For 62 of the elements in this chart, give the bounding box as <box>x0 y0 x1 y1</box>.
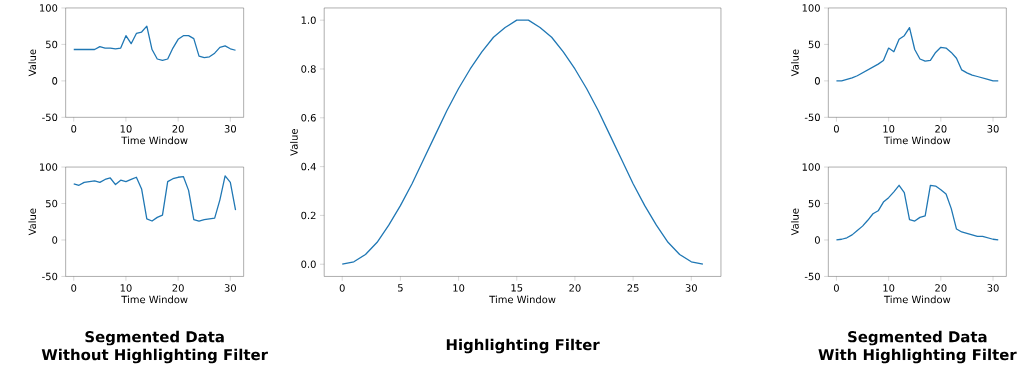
y-tick-label: 100 <box>802 4 820 12</box>
y-tick-label: 50 <box>46 40 58 49</box>
x-tick-label: 20 <box>935 284 947 292</box>
x-tick-label: 10 <box>120 284 132 292</box>
y-tick-label: 100 <box>40 4 58 12</box>
text: Segmented Data <box>85 330 224 346</box>
y-tick-label: 0.6 <box>301 114 316 122</box>
y-tick-label: 1.0 <box>301 16 316 24</box>
y-tick-label: 0 <box>52 77 58 85</box>
y-axis-title: Value <box>28 208 37 236</box>
x-tick-label: 20 <box>935 125 947 133</box>
text: Highlighting Filter <box>446 338 600 354</box>
x-tick-label: 20 <box>172 125 184 133</box>
x-tick-label: 10 <box>883 284 895 292</box>
x-tick-label: 20 <box>172 284 184 292</box>
y-tick-label: 50 <box>808 199 820 208</box>
x-axis-title: Time Window <box>121 295 188 304</box>
x-tick-label: 10 <box>883 125 895 133</box>
y-tick-label: 0.2 <box>301 211 316 220</box>
x-tick-label: 0 <box>71 284 77 292</box>
x-tick-label: 30 <box>685 284 697 292</box>
y-tick-label: -50 <box>804 272 820 281</box>
x-tick-label: 0 <box>71 125 77 133</box>
x-tick-label: 10 <box>120 125 132 133</box>
x-tick-label: 5 <box>398 284 403 292</box>
x-tick-label: 30 <box>224 284 237 292</box>
x-tick-label: 20 <box>569 284 581 292</box>
x-tick-label: 0 <box>339 284 345 292</box>
y-tick-label: 0.8 <box>301 65 316 73</box>
text: Without Highlighting Filter <box>41 348 268 364</box>
y-tick-label: 0.0 <box>301 260 316 269</box>
line-series <box>73 175 237 222</box>
y-tick-label: -50 <box>804 113 820 122</box>
text: With Highlighting Filter <box>818 348 1017 364</box>
x-tick-label: 10 <box>453 284 465 292</box>
line-series <box>341 19 704 265</box>
y-axis-title: Value <box>791 49 799 77</box>
y-tick-label: -50 <box>42 113 58 122</box>
y-tick-label: 100 <box>802 163 820 171</box>
y-tick-label: 100 <box>40 163 58 171</box>
y-tick-label: 50 <box>808 40 820 49</box>
y-tick-label: -50 <box>42 272 58 281</box>
y-tick-label: 50 <box>46 199 58 208</box>
x-tick-label: 0 <box>833 125 839 133</box>
x-axis-title: Time Window <box>883 295 951 304</box>
text: Segmented Data <box>848 330 987 346</box>
y-tick-label: 0 <box>814 77 820 85</box>
x-tick-label: 25 <box>627 284 639 292</box>
y-axis-title: Value <box>791 208 799 236</box>
y-tick-label: 0 <box>814 236 820 244</box>
x-axis-title: Time Window <box>883 136 951 145</box>
y-tick-label: 0.4 <box>301 162 316 171</box>
y-axis-title: Value <box>290 129 298 156</box>
x-axis-title: Time Window <box>121 136 188 145</box>
x-axis-title: Time Window <box>489 295 556 304</box>
y-tick-label: 0 <box>52 236 58 244</box>
x-tick-label: 30 <box>987 125 999 133</box>
y-axis-title: Value <box>28 49 37 77</box>
x-tick-label: 30 <box>224 125 237 133</box>
x-tick-label: 15 <box>511 284 523 292</box>
x-tick-label: 30 <box>987 284 999 292</box>
x-tick-label: 0 <box>833 284 839 292</box>
